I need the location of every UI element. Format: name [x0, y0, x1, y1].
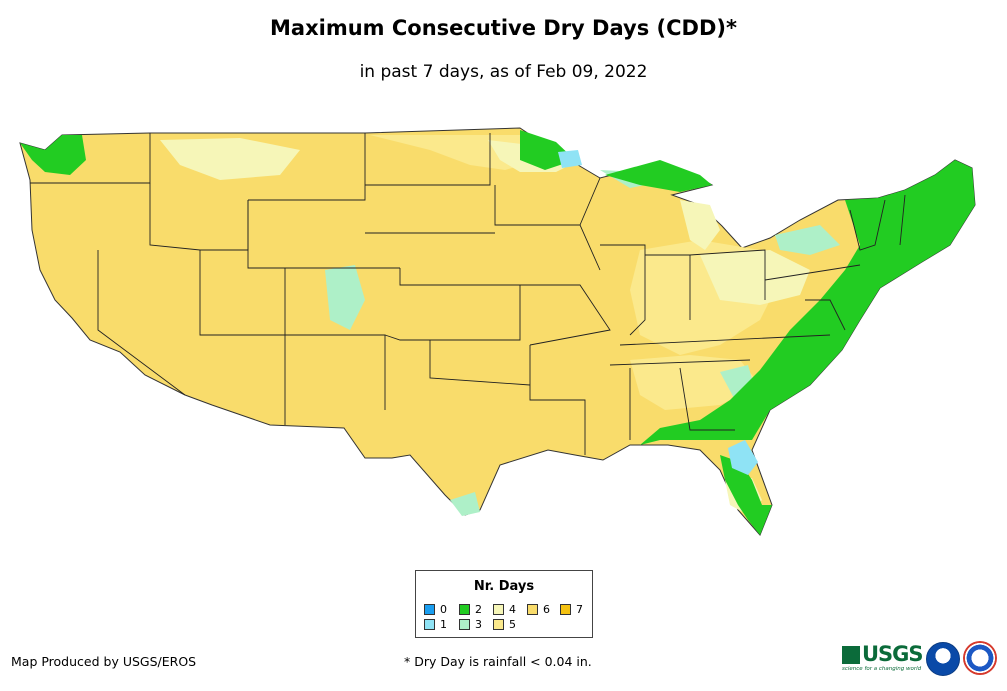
region-florida-1-day: [728, 440, 758, 475]
legend-swatch: [527, 604, 538, 615]
legend: Nr. Days 0 1 2 3 4 5 6 7: [415, 570, 593, 638]
legend-item-6: 6: [527, 603, 550, 616]
usgs-logo-text: USGS: [862, 642, 924, 666]
region-washington-2-days: [20, 135, 86, 175]
nws-logo-icon: [963, 641, 997, 675]
region-upper-michigan-2-days: [605, 160, 712, 192]
legend-item-7: 7: [560, 603, 583, 616]
legend-label: 6: [543, 603, 550, 616]
legend-item-5: 5: [493, 618, 516, 631]
region-south-texas-3-days: [450, 492, 480, 516]
regions-1-day: [558, 150, 758, 475]
agency-logos: USGS science for a changing world: [842, 640, 1002, 680]
regions-4-5-days: [160, 135, 810, 515]
usgs-logo: USGS science for a changing world: [842, 642, 924, 672]
region-montana-4-days: [160, 138, 300, 180]
region-michigan-4-days: [680, 200, 720, 250]
legend-item-1: 1: [424, 618, 447, 631]
legend-label: 7: [576, 603, 583, 616]
legend-item-3: 3: [459, 618, 482, 631]
legend-swatch: [424, 619, 435, 630]
legend-label: 5: [509, 618, 516, 631]
region-florida-2-days: [720, 455, 772, 535]
legend-label: 0: [440, 603, 447, 616]
legend-swatch: [493, 619, 504, 630]
map-credit: Map Produced by USGS/EROS: [11, 654, 197, 669]
legend-item-4: 4: [493, 603, 516, 616]
region-southeast-5-days: [630, 355, 760, 410]
legend-label: 2: [475, 603, 482, 616]
region-new-york-3-days: [775, 225, 840, 255]
region-ohio-valley-4-days: [700, 250, 810, 305]
dry-day-footnote: * Dry Day is rainfall < 0.04 in.: [404, 654, 592, 669]
legend-label: 4: [509, 603, 516, 616]
legend-swatch: [560, 604, 571, 615]
state-boundaries: [30, 133, 906, 455]
usgs-mark-icon: [842, 646, 860, 664]
legend-swatch: [459, 619, 470, 630]
map-title: Maximum Consecutive Dry Days (CDD)*: [270, 16, 737, 40]
legend-item-2: 2: [459, 603, 482, 616]
map-subtitle: in past 7 days, as of Feb 09, 2022: [359, 62, 648, 82]
legend-swatch: [424, 604, 435, 615]
region-colorado-3-days: [325, 265, 365, 330]
legend-swatch: [493, 604, 504, 615]
region-minnesota-1-day: [558, 150, 582, 168]
region-east-coast-2-days: [640, 160, 975, 445]
usgs-tagline: science for a changing world: [842, 666, 922, 672]
legend-label: 3: [475, 618, 482, 631]
legend-swatch: [459, 604, 470, 615]
legend-item-0: 0: [424, 603, 447, 616]
noaa-logo-icon: [926, 642, 960, 676]
legend-title: Nr. Days: [473, 579, 535, 594]
legend-label: 1: [440, 618, 447, 631]
